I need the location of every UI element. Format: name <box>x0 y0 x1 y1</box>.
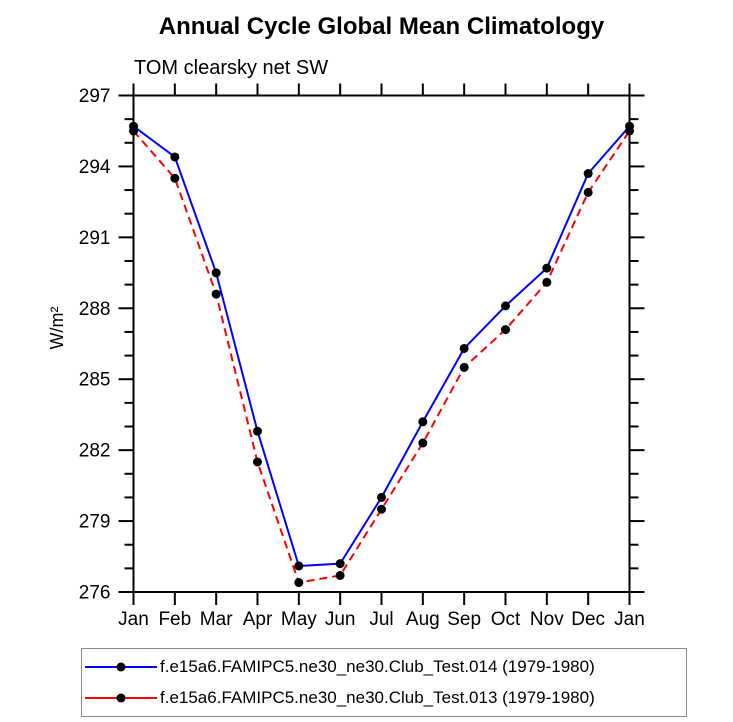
x-tick-label: Apr <box>243 609 273 630</box>
x-tick-label: Feb <box>158 609 191 630</box>
x-tick-label: Jul <box>369 609 393 630</box>
y-tick-label: 282 <box>79 441 111 462</box>
x-tick-label: Aug <box>406 609 440 630</box>
y-tick-label: 294 <box>79 157 111 178</box>
legend-label: f.e15a6.FAMIPC5.ne30_ne30.Club_Test.014 … <box>160 657 595 677</box>
legend-marker-icon <box>116 693 126 703</box>
chart-subtitle: TOM clearsky net SW <box>134 57 329 79</box>
data-point-series-1 <box>418 438 428 448</box>
y-tick-label: 291 <box>79 228 111 249</box>
x-tick-label: May <box>281 609 317 630</box>
legend-label: f.e15a6.FAMIPC5.ne30_ne30.Club_Test.013 … <box>160 687 595 707</box>
data-point-series-0 <box>418 417 428 427</box>
x-tick-label: Sep <box>447 609 481 630</box>
x-tick-label: Jun <box>325 609 356 630</box>
legend: f.e15a6.FAMIPC5.ne30_ne30.Club_Test.014 … <box>81 648 687 717</box>
legend-marker-icon <box>116 662 126 672</box>
y-tick-label: 279 <box>79 512 111 533</box>
y-tick-label: 276 <box>79 583 111 604</box>
x-tick-label: Jan <box>614 609 645 630</box>
legend-item: f.e15a6.FAMIPC5.ne30_ne30.Club_Test.013 … <box>84 684 686 712</box>
x-tick-label: Dec <box>571 609 605 630</box>
legend-line-sample-solid <box>85 662 157 672</box>
data-point-series-1 <box>377 504 386 514</box>
legend-line-sample-dashed <box>85 693 157 703</box>
chart-canvas: 276 279 282 285 288 291 294 297 Jan Feb Mar Apr May J… <box>79 83 645 630</box>
data-point-series-0 <box>211 268 221 278</box>
data-point-series-1 <box>625 126 634 136</box>
data-point-series-0 <box>542 263 552 273</box>
x-tick-label: Mar <box>200 609 233 630</box>
data-point-series-1 <box>583 187 593 197</box>
data-point-series-1 <box>129 126 138 136</box>
series-line-1 <box>132 130 631 584</box>
data-point-series-0 <box>377 492 386 502</box>
data-point-series-0 <box>501 301 510 311</box>
data-point-series-1 <box>335 570 345 580</box>
chart-title: Annual Cycle Global Mean Climatology <box>158 13 605 40</box>
data-point-series-1 <box>211 289 221 299</box>
data-point-series-0 <box>583 169 593 179</box>
data-point-series-0 <box>253 426 262 436</box>
data-point-series-1 <box>253 457 262 467</box>
data-point-series-0 <box>294 561 304 571</box>
y-tick-label: 297 <box>79 86 111 107</box>
y-tick-label: 285 <box>79 370 111 391</box>
data-point-series-1 <box>294 578 304 588</box>
data-point-series-0 <box>170 152 180 162</box>
y-tick-label: 288 <box>79 299 111 320</box>
data-point-series-1 <box>170 173 180 183</box>
legend-item: f.e15a6.FAMIPC5.ne30_ne30.Club_Test.014 … <box>84 653 686 681</box>
data-point-series-0 <box>335 559 345 569</box>
data-point-series-1 <box>501 325 510 335</box>
x-tick-label: Jan <box>118 609 149 630</box>
data-point-series-0 <box>459 343 469 353</box>
data-point-series-1 <box>542 277 552 287</box>
data-point-series-1 <box>459 362 469 372</box>
x-tick-label: Nov <box>530 609 564 630</box>
plot-frame <box>132 94 631 593</box>
x-tick-label: Oct <box>491 609 521 630</box>
